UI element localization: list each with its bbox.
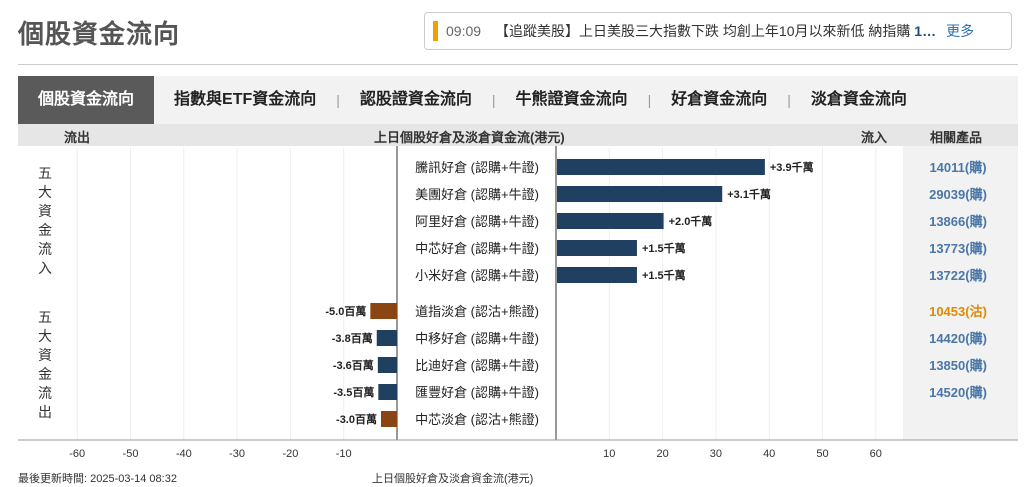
bar-data-label: -3.0百萬	[336, 412, 377, 426]
x-tick-label: 10	[603, 448, 615, 460]
tab-short-flow[interactable]: 淡倉資金流向	[810, 91, 907, 108]
group-label-char-inflow: 金	[38, 222, 52, 238]
tab-separator: |	[336, 92, 340, 108]
category-label: 道指淡倉 (認沽+熊證)	[415, 304, 539, 319]
x-tick-label: 60	[870, 448, 882, 460]
divider	[18, 64, 1018, 65]
bar-data-label: -5.0百萬	[325, 304, 366, 318]
group-label-char-inflow: 資	[38, 203, 52, 219]
category-label: 小米好倉 (認購+牛證)	[415, 268, 539, 283]
news-more-link[interactable]: 更多	[946, 23, 975, 39]
product-link[interactable]: 13866(購)	[929, 214, 987, 229]
x-tick-label: -30	[229, 448, 245, 460]
bar-data-label: -3.8百萬	[332, 331, 373, 345]
group-label-char-outflow: 金	[38, 366, 52, 382]
chart-header: 流出 上日個股好倉及淡倉資金流(港元) 流入 相關產品	[18, 124, 1018, 146]
product-link[interactable]: 13722(購)	[929, 268, 987, 283]
product-link[interactable]: 29039(購)	[929, 187, 987, 202]
product-link[interactable]: 14011(購)	[929, 160, 986, 175]
tab-index-etf-flow[interactable]: 指數與ETF資金流向	[174, 91, 317, 108]
group-label-char-outflow: 流	[38, 385, 52, 401]
category-label: 騰訊好倉 (認購+牛證)	[415, 160, 539, 175]
bar-inflow	[557, 186, 723, 202]
product-link[interactable]: 14420(購)	[929, 331, 987, 346]
bar-data-label: +3.1千萬	[727, 187, 771, 201]
bar-data-label: +3.9千萬	[770, 160, 814, 174]
x-tick-label: -40	[176, 448, 192, 460]
header-products: 相關產品	[930, 130, 983, 145]
group-label-char-outflow: 資	[38, 347, 52, 363]
x-tick-label: 40	[763, 448, 775, 460]
bar-data-label: +2.0千萬	[669, 214, 713, 228]
tab-cbbc-flow[interactable]: 牛熊證資金流向	[515, 91, 628, 108]
x-tick-label: -60	[69, 448, 85, 460]
category-label: 中移好倉 (認購+牛證)	[415, 331, 539, 346]
group-label-char-inflow: 五	[38, 165, 52, 181]
category-label: 美團好倉 (認購+牛證)	[415, 187, 539, 202]
category-label: 中芯淡倉 (認沽+熊證)	[415, 412, 539, 427]
footer-caption: 上日個股好倉及淡倉資金流(港元)	[372, 473, 534, 485]
tab-separator: |	[787, 92, 791, 108]
product-link[interactable]: 13850(購)	[929, 358, 987, 373]
tab-bar: 個股資金流向 指數與ETF資金流向 | 認股證資金流向 | 牛熊證資金流向 | …	[18, 76, 1018, 124]
news-ticker[interactable]: 09:09 【追蹤美股】上日美股三大指數下跌 均創上年10月以來新低 納指購 1…	[424, 12, 1012, 50]
bar-inflow	[557, 267, 637, 283]
bar-outflow	[378, 384, 397, 400]
news-time: 09:09	[446, 23, 482, 39]
product-link[interactable]: 10453(沽)	[929, 304, 987, 319]
group-label-char-inflow: 入	[38, 260, 52, 276]
tab-separator: |	[491, 92, 496, 108]
tab-separator: |	[647, 92, 652, 108]
x-tick-label: -50	[123, 448, 139, 460]
bar-data-label: +1.5千萬	[642, 241, 686, 255]
header-outflow: 流出	[64, 130, 91, 145]
x-tick-label: -20	[282, 448, 298, 460]
category-label: 阿里好倉 (認購+牛證)	[415, 214, 539, 229]
x-tick-label: -10	[336, 448, 352, 460]
group-label-char-outflow: 出	[38, 404, 52, 420]
bar-data-label: -3.6百萬	[333, 358, 374, 372]
bar-inflow	[557, 159, 765, 175]
product-link[interactable]: 14520(購)	[929, 385, 987, 400]
last-updated: 最後更新時間: 2025-03-14 08:32	[18, 473, 177, 485]
bar-outflow	[377, 357, 397, 373]
tab-long-flow[interactable]: 好倉資金流向	[671, 91, 768, 108]
category-label: 匯豐好倉 (認購+牛證)	[415, 385, 539, 400]
header-inflow: 流入	[861, 130, 888, 145]
bar-outflow	[381, 411, 397, 427]
header-center-title: 上日個股好倉及淡倉資金流(港元)	[374, 130, 565, 145]
bar-inflow	[557, 213, 664, 229]
products-column-bg	[903, 146, 1018, 440]
bar-inflow	[557, 240, 637, 256]
x-tick-label: 50	[816, 448, 828, 460]
group-label-char-outflow: 五	[38, 309, 52, 325]
page-title: 個股資金流向	[18, 19, 181, 49]
x-tick-label: 30	[710, 448, 722, 460]
bar-outflow	[376, 330, 397, 346]
group-label-char-inflow: 大	[38, 184, 52, 200]
bar-outflow	[370, 303, 397, 319]
news-accent-bar	[433, 21, 438, 41]
group-label-char-inflow: 流	[38, 241, 52, 257]
product-link[interactable]: 13773(購)	[929, 241, 987, 256]
category-label: 比迪好倉 (認購+牛證)	[415, 358, 539, 373]
bar-data-label: -3.5百萬	[333, 385, 374, 399]
group-label-char-outflow: 大	[38, 328, 52, 344]
x-tick-label: 20	[656, 448, 668, 460]
tab-stock-flow[interactable]: 個股資金流向	[18, 76, 155, 124]
bar-data-label: +1.5千萬	[642, 268, 686, 282]
category-label: 中芯好倉 (認購+牛證)	[415, 241, 539, 256]
tab-warrant-flow[interactable]: 認股證資金流向	[359, 91, 472, 108]
